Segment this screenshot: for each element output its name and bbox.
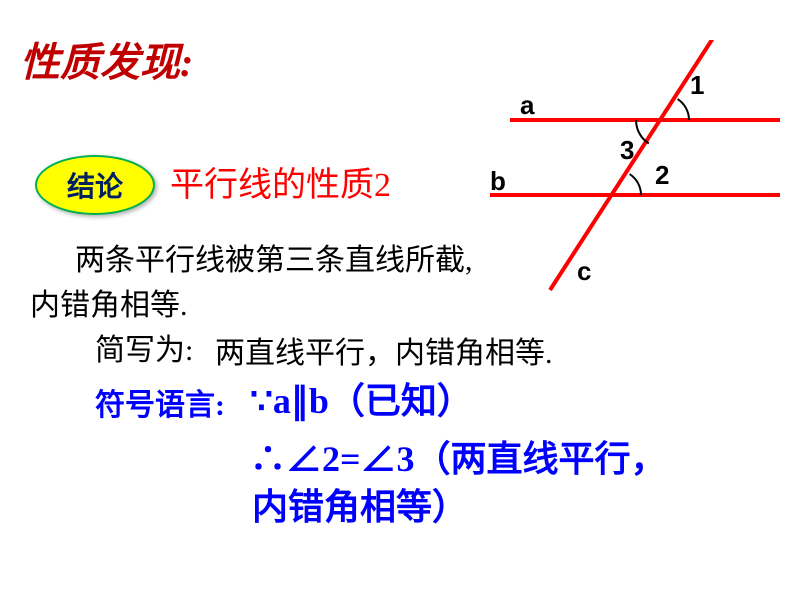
page-title: 性质发现: [20,30,193,88]
symbol-line-2: ∴∠2=∠3（两直线平行， [250,430,667,482]
diagram-label-1: 1 [690,70,704,101]
diagram-label-c: c [577,256,591,287]
symbol-line-1: ∵a∥b（已知） [250,372,473,424]
property-title: 平行线的性质2 [170,157,391,206]
body-text-line-2: 内错角相等. [30,280,188,324]
diagram-label-b: b [490,166,506,197]
simplify-label: 简写为: [95,325,193,369]
diagram-label-3: 3 [620,135,634,166]
simplify-text: 两直线平行，内错角相等. [215,328,553,372]
body-text-line-1: 两条平行线被第三条直线所截, [75,238,473,283]
diagram-label-2: 2 [655,160,669,191]
parallel-lines-diagram: 1 23 a b c [490,40,790,300]
symbol-language-label: 符号语言: [95,380,225,424]
diagram-label-a: a [520,90,534,121]
conclusion-badge: 结论 [35,155,155,215]
symbol-line-3: 内错角相等） [252,478,468,530]
diagram-svg [490,40,790,300]
